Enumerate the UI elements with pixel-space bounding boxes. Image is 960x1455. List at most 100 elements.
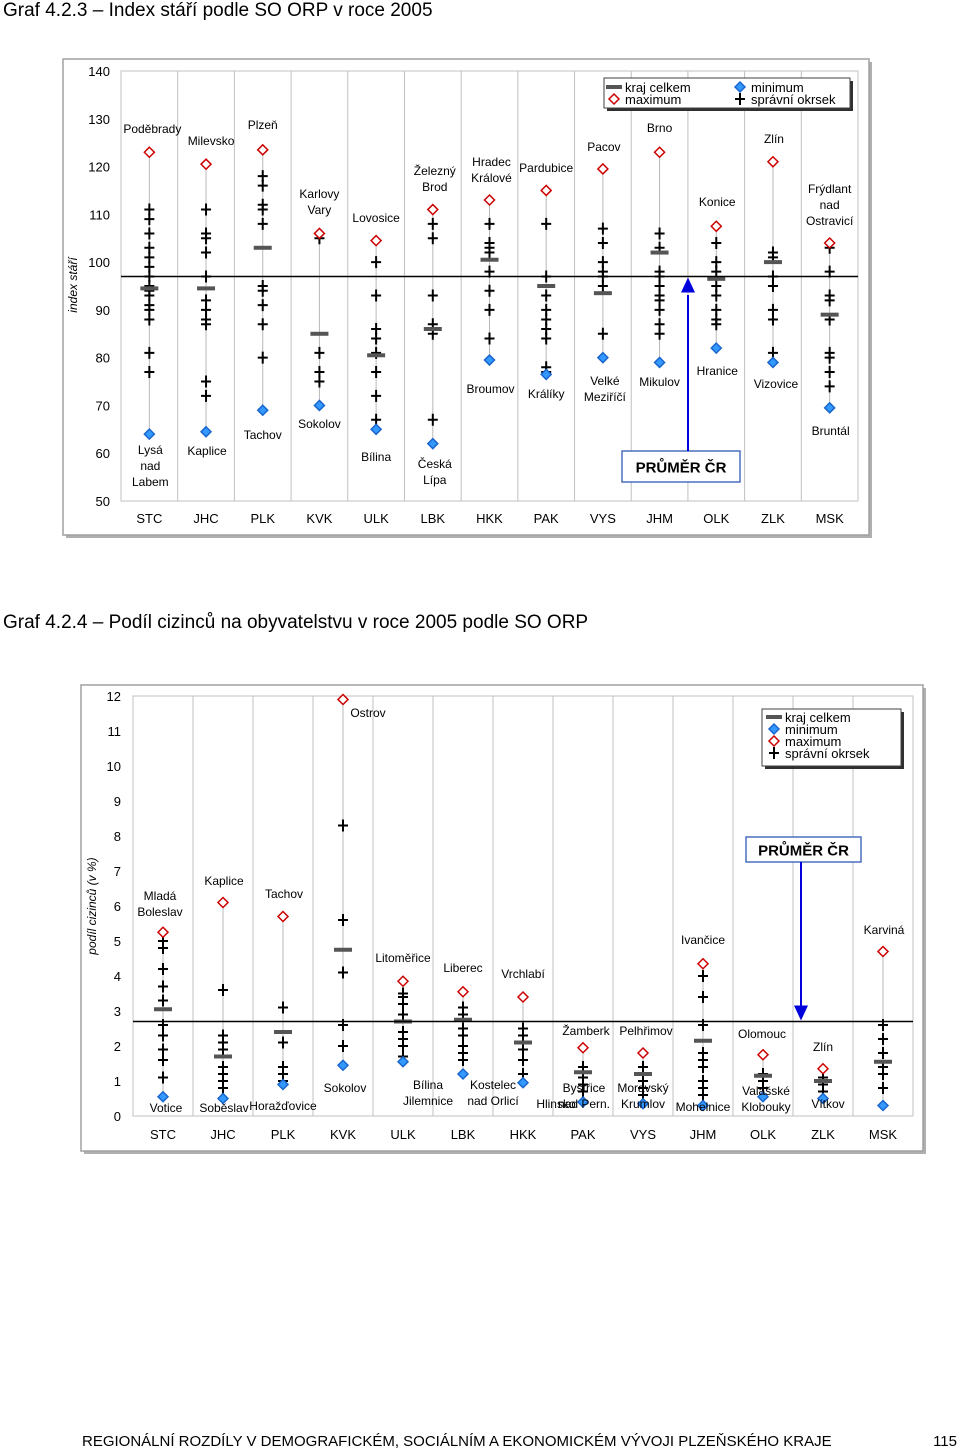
y-tick-label: 5 — [114, 934, 121, 949]
y-tick-label: 130 — [88, 112, 110, 127]
annotation-max-label: Ostrov — [350, 706, 385, 720]
chart1-title: – Index stáří podle SO ORP v roce 2005 — [92, 0, 433, 21]
orp-point — [371, 256, 382, 269]
orp-point — [144, 313, 155, 326]
category-label: VYS — [590, 511, 616, 526]
legend-maximum-symbol — [607, 92, 621, 106]
orp-point — [338, 1040, 348, 1052]
legend-orp-symbol — [735, 93, 745, 105]
orp-point — [484, 284, 495, 297]
orp-point — [314, 375, 325, 388]
maximum-point — [483, 193, 496, 207]
orp-point — [824, 380, 835, 393]
orp-point — [158, 963, 168, 975]
category-label: KVK — [306, 511, 332, 526]
legend-maximum-symbol — [767, 734, 781, 748]
y-tick-label: 90 — [96, 303, 110, 318]
category-group-jhm — [650, 146, 669, 369]
orp-point — [824, 366, 835, 378]
annotation-max-label: Ivančice — [681, 933, 725, 947]
category-label: PLK — [250, 511, 275, 526]
annotation-min-label: Sokolov — [298, 417, 341, 431]
orp-point — [144, 227, 155, 240]
orp-point — [878, 1068, 888, 1080]
legend-kraj-symbol — [606, 85, 622, 89]
annotation-max-label: Poděbrady — [123, 122, 181, 136]
y-axis-label: podíl cizinců (v %) — [85, 857, 99, 955]
annotation-min-label: Lysá — [138, 443, 163, 457]
prumer-cr-box — [745, 836, 862, 863]
annotation-max-label: Železný — [414, 163, 456, 178]
orp-point — [541, 332, 552, 345]
minimum-point — [823, 401, 836, 414]
orp-point — [218, 984, 228, 996]
y-tick-label: 140 — [88, 64, 110, 79]
legend-box — [761, 708, 902, 767]
minimum-point — [483, 353, 496, 367]
minimum-point — [756, 1090, 770, 1103]
prumer-cr-box — [621, 450, 741, 483]
orp-point — [338, 966, 348, 979]
legend-box — [603, 77, 851, 109]
minimum-point — [516, 1076, 530, 1089]
y-tick-label: 120 — [88, 160, 110, 175]
annotation-min-label: nad — [140, 459, 160, 473]
minimum-point — [876, 1099, 890, 1112]
orp-point — [484, 246, 495, 259]
annotation-max-label: Liberec — [443, 961, 482, 975]
orp-point — [597, 327, 608, 340]
category-label: STC — [136, 511, 162, 526]
orp-point — [218, 1082, 228, 1094]
chart1-heading: Graf 4.2.3 – Index stáří podle SO ORP v … — [3, 0, 433, 22]
y-tick-label: 7 — [114, 864, 121, 879]
orp-point — [158, 1043, 168, 1056]
orp-point — [541, 217, 552, 230]
orp-point — [144, 213, 155, 226]
category-label: JHM — [646, 511, 673, 526]
y-tick-label: 50 — [96, 494, 110, 509]
legend-minimum-symbol — [767, 722, 781, 736]
maximum-point — [596, 162, 609, 176]
legend-orp-symbol — [769, 747, 779, 759]
legend-min-label: minimum — [785, 722, 838, 737]
category-group-jhc — [214, 896, 232, 1105]
annotation-max-label: Zlín — [764, 132, 784, 146]
annotation-min-label: Lípa — [423, 473, 447, 487]
orp-point — [427, 217, 438, 230]
kraj-celkem-bar — [454, 1017, 472, 1022]
orp-point — [201, 203, 212, 216]
orp-point — [711, 289, 722, 302]
kraj-celkem-bar — [423, 327, 442, 331]
kraj-celkem-bar — [537, 284, 556, 288]
orp-point — [518, 1029, 528, 1042]
kraj-celkem-bar — [334, 947, 352, 952]
orp-point — [427, 413, 438, 426]
annotation-max-label: Ostravicí — [806, 214, 854, 228]
category-group-msk — [874, 945, 892, 1112]
annotation-min-label: Broumov — [466, 382, 514, 396]
annotation-max-label: Milevsko — [188, 134, 235, 148]
annotation-min-label: Hlinsko — [536, 1097, 576, 1111]
orp-point — [257, 351, 268, 364]
kraj-celkem-bar — [310, 331, 329, 336]
category-label: STC — [150, 1127, 176, 1142]
category-group-stc — [140, 146, 159, 441]
maximum-point — [370, 234, 383, 247]
annotation-min-label: Česká — [418, 456, 452, 471]
maximum-point — [653, 146, 666, 159]
page-number: 115 — [933, 1433, 957, 1450]
kraj-celkem-bar — [694, 1038, 712, 1043]
maximum-point — [636, 1046, 650, 1060]
maximum-point — [336, 693, 350, 706]
category-group-zlk — [763, 155, 782, 369]
orp-point — [158, 994, 168, 1007]
kraj-celkem-bar — [763, 260, 782, 265]
category-group-olk — [707, 220, 726, 355]
orp-point — [201, 246, 212, 259]
orp-point — [257, 318, 268, 331]
orp-point — [711, 237, 722, 249]
maximum-point — [143, 146, 156, 159]
orp-point — [654, 227, 665, 240]
annotation-min-label: Velké — [590, 374, 620, 388]
category-label: KVK — [330, 1127, 356, 1142]
